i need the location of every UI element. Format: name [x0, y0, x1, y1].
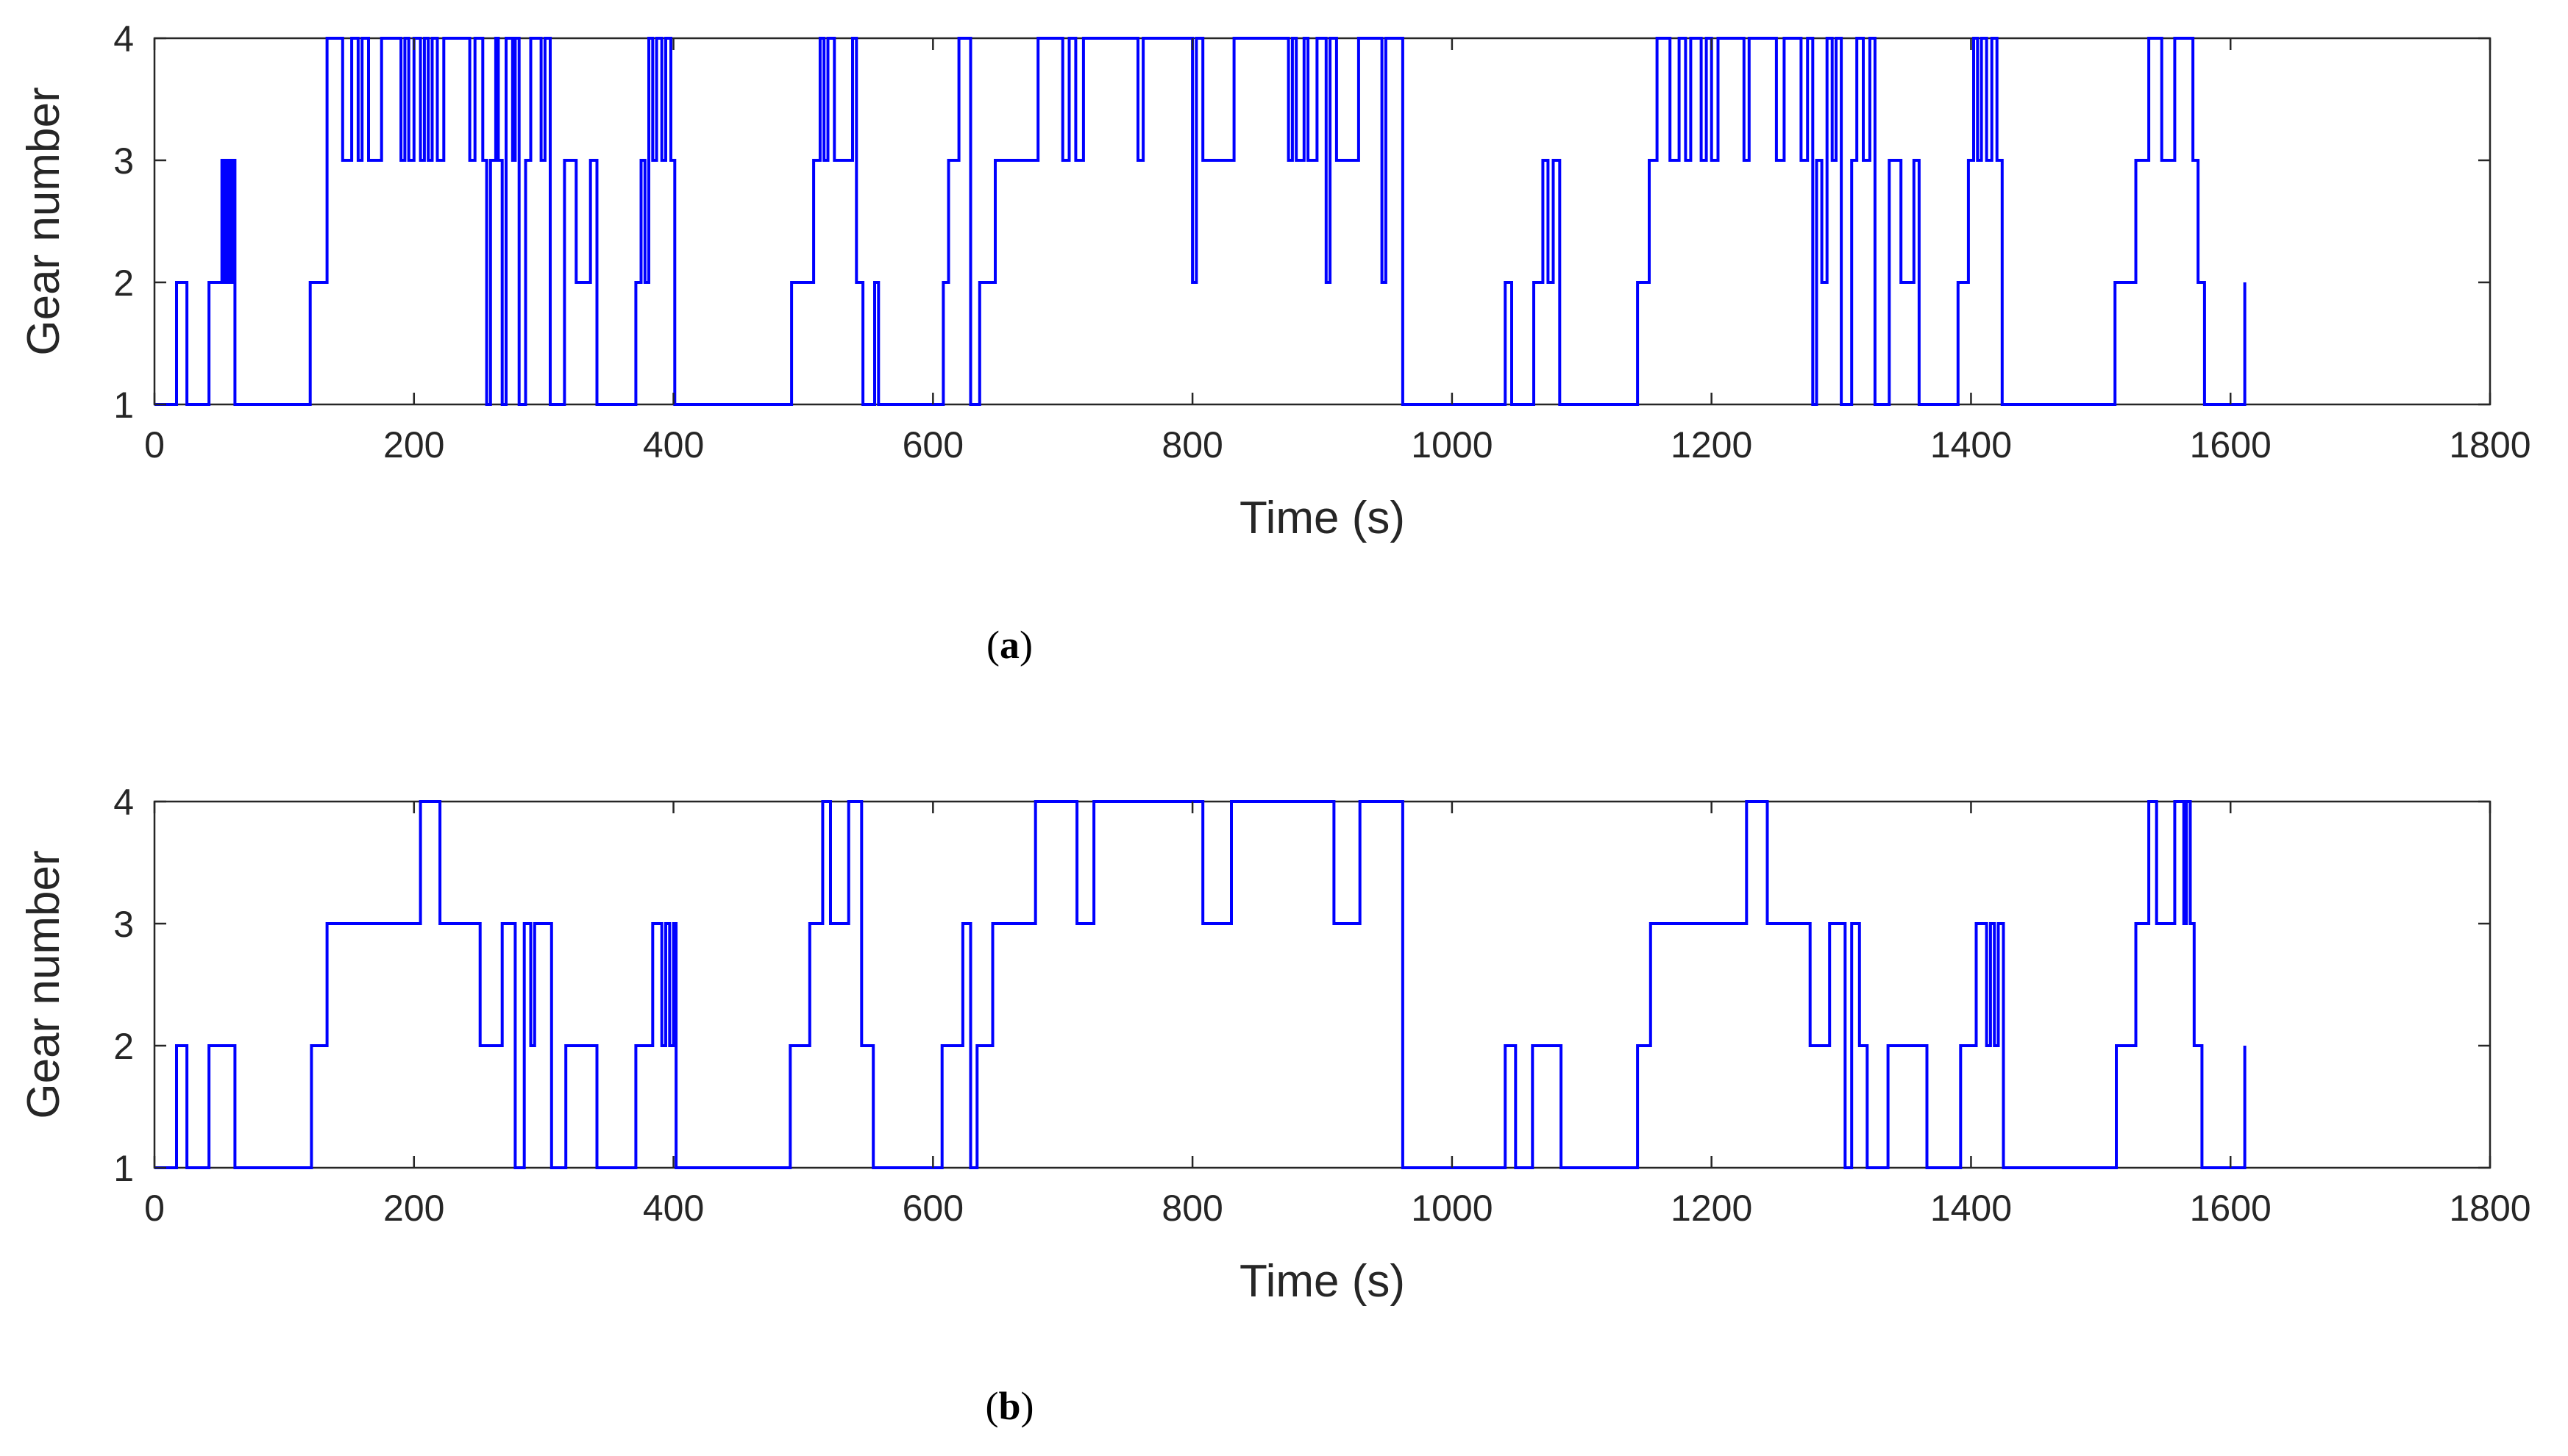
x-axis-label: Time (s): [1239, 493, 1405, 543]
x-tick-label: 400: [643, 424, 704, 465]
y-tick-label: 4: [113, 782, 134, 823]
x-tick-label: 200: [383, 1188, 444, 1229]
x-tick-label: 1200: [1671, 424, 1752, 465]
y-tick-label: 3: [113, 904, 134, 945]
y-tick-label: 2: [113, 1026, 134, 1067]
x-tick-label: 400: [643, 1188, 704, 1229]
caption-letter: a: [1000, 623, 1020, 667]
series-line-gear-number: [154, 37, 2247, 406]
y-tick-label: 3: [113, 140, 134, 182]
plot-area: [153, 800, 2491, 1169]
caption-close-paren: ): [1021, 1384, 1034, 1428]
x-tick-label: 1400: [1930, 1188, 2012, 1229]
x-tick-label: 600: [903, 1188, 964, 1229]
y-tick-label: 4: [113, 18, 134, 60]
y-tick-label: 1: [113, 1148, 134, 1189]
series-line-gear-number: [154, 800, 2247, 1169]
y-tick-label: 2: [113, 263, 134, 304]
x-tick-label: 200: [383, 424, 444, 465]
x-tick-label: 1800: [2449, 424, 2530, 465]
caption-open-paren: (: [986, 623, 1000, 667]
y-axis-label: Gear number: [18, 87, 69, 355]
caption-letter: b: [998, 1384, 1020, 1428]
x-tick-label: 1000: [1411, 424, 1493, 465]
x-tick-label: 600: [903, 424, 964, 465]
chart-panel-b: 0 200 400 600 800 1000 1200 1400 1600 1800 1 2 3 4 Tim…: [18, 782, 2531, 1428]
x-tick-label: 1600: [2190, 424, 2272, 465]
x-tick-label: 800: [1162, 1188, 1223, 1229]
caption-close-paren: ): [1020, 623, 1033, 667]
x-tick-label: 1000: [1411, 1188, 1493, 1229]
chart-panel-a: 0 200 400 600 800 1000 1200 1400 1600 1800 1 2 3 4 Tim…: [18, 18, 2531, 667]
caption-open-paren: (: [985, 1384, 998, 1428]
panel-caption: (b): [985, 1384, 1034, 1428]
panel-caption: (a): [986, 623, 1033, 667]
x-tick-label: 0: [144, 424, 165, 465]
x-tick-label: 0: [144, 1188, 165, 1229]
x-tick-label: 1400: [1930, 424, 2012, 465]
x-tick-label: 1800: [2449, 1188, 2530, 1229]
x-tick-label: 1200: [1671, 1188, 1752, 1229]
y-tick-label: 1: [113, 385, 134, 426]
x-tick-label: 1600: [2190, 1188, 2272, 1229]
x-tick-label: 800: [1162, 424, 1223, 465]
x-axis-label: Time (s): [1239, 1256, 1405, 1307]
y-axis-label: Gear number: [18, 850, 69, 1118]
